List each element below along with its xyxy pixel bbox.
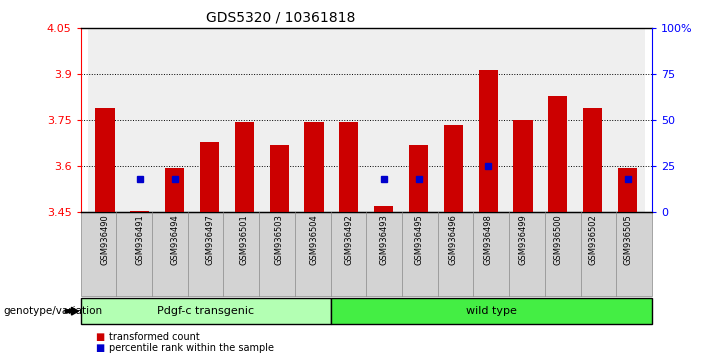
Bar (339, 122, 358, 212)
Bar (270, 145, 289, 212)
Bar (88, 28, 123, 212)
Bar (130, 211, 149, 212)
Bar (548, 96, 567, 212)
Bar (304, 122, 324, 212)
Text: wild type: wild type (465, 306, 517, 316)
Text: percentile rank within the sample: percentile rank within the sample (109, 343, 273, 353)
Text: ■: ■ (95, 343, 104, 353)
Bar (95, 108, 114, 212)
Bar (374, 206, 393, 212)
Bar (444, 125, 463, 212)
Text: genotype/variation: genotype/variation (4, 306, 102, 316)
Bar (227, 28, 261, 212)
Bar (297, 28, 332, 212)
Bar (576, 28, 610, 212)
Bar (505, 28, 540, 212)
Bar (618, 168, 637, 212)
Bar (200, 142, 219, 212)
Bar (367, 28, 401, 212)
Bar (332, 28, 366, 212)
Text: GDS5320 / 10361818: GDS5320 / 10361818 (205, 11, 355, 25)
Bar (157, 28, 192, 212)
Bar (192, 28, 227, 212)
Bar (583, 108, 602, 212)
Text: ■: ■ (95, 332, 104, 342)
Bar (165, 168, 184, 212)
Bar (235, 122, 254, 212)
Bar (513, 120, 533, 212)
Bar (471, 28, 505, 212)
Bar (401, 28, 436, 212)
Bar (409, 145, 428, 212)
Bar (123, 28, 157, 212)
Text: transformed count: transformed count (109, 332, 199, 342)
Text: Pdgf-c transgenic: Pdgf-c transgenic (157, 306, 254, 316)
Bar (436, 28, 471, 212)
Bar (540, 28, 576, 212)
Bar (261, 28, 297, 212)
Bar (479, 70, 498, 212)
Bar (610, 28, 645, 212)
